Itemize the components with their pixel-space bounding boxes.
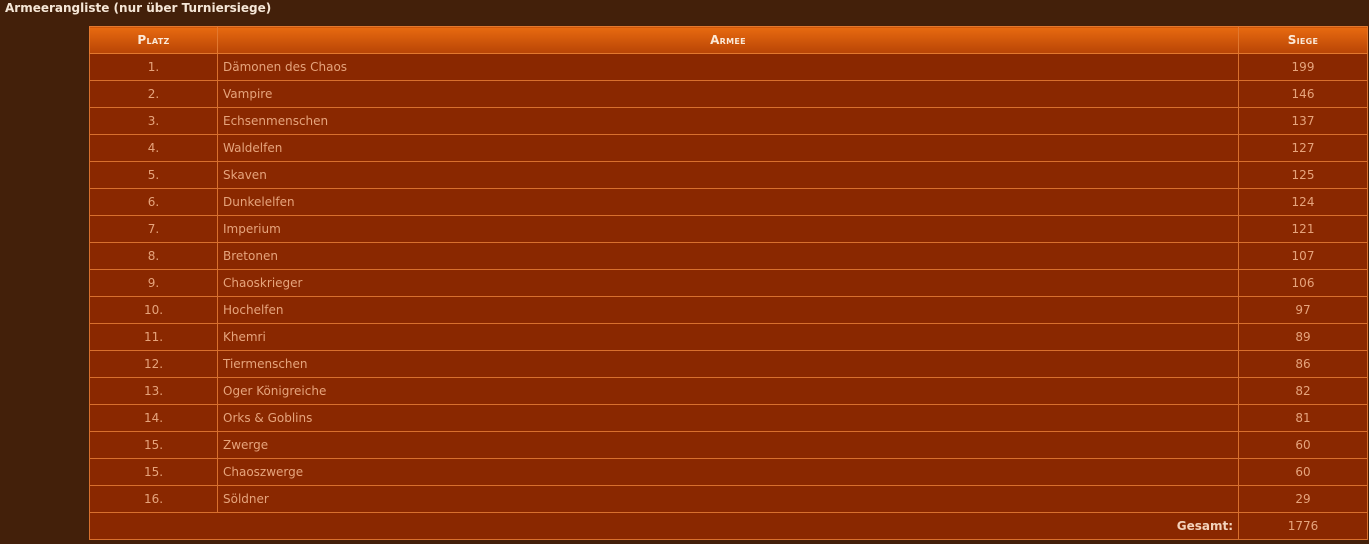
army-cell: Chaoszwerge (217, 458, 1239, 486)
army-cell: Söldner (217, 485, 1239, 513)
wins-cell: 146 (1238, 80, 1368, 108)
rank-cell: 8. (89, 242, 218, 270)
army-cell: Imperium (217, 215, 1239, 243)
army-cell: Dunkelelfen (217, 188, 1239, 216)
wins-cell: 106 (1238, 269, 1368, 297)
table-row: 13. Oger Königreiche 82 (89, 377, 1368, 405)
rank-cell: 1. (89, 53, 218, 81)
rank-cell: 9. (89, 269, 218, 297)
table-row: 1. Dämonen des Chaos 199 (89, 53, 1368, 81)
army-ranking-table: Platz Armee Siege 1. Dämonen des Chaos 199… (89, 26, 1368, 540)
rank-cell: 5. (89, 161, 218, 189)
table-row: 11. Khemri 89 (89, 323, 1368, 351)
army-cell: Zwerge (217, 431, 1239, 459)
table-row: 12. Tiermenschen 86 (89, 350, 1368, 378)
army-cell: Hochelfen (217, 296, 1239, 324)
wins-cell: 82 (1238, 377, 1368, 405)
rank-cell: 13. (89, 377, 218, 405)
wins-cell: 89 (1238, 323, 1368, 351)
army-cell: Echsenmenschen (217, 107, 1239, 135)
table-row: 15. Chaoszwerge 60 (89, 458, 1368, 486)
rank-cell: 10. (89, 296, 218, 324)
table-row: 15. Zwerge 60 (89, 431, 1368, 459)
table-row: 16. Söldner 29 (89, 485, 1368, 513)
wins-cell: 127 (1238, 134, 1368, 162)
rank-cell: 6. (89, 188, 218, 216)
column-header-army: Armee (217, 26, 1239, 54)
rank-cell: 4. (89, 134, 218, 162)
total-label: Gesamt: (89, 512, 1239, 540)
army-cell: Vampire (217, 80, 1239, 108)
army-cell: Tiermenschen (217, 350, 1239, 378)
wins-cell: 29 (1238, 485, 1368, 513)
wins-cell: 125 (1238, 161, 1368, 189)
table-row: 3. Echsenmenschen 137 (89, 107, 1368, 135)
page-title: Armeerangliste (nur über Turniersiege) (5, 1, 272, 15)
wins-cell: 60 (1238, 431, 1368, 459)
table-row: 4. Waldelfen 127 (89, 134, 1368, 162)
army-cell: Orks & Goblins (217, 404, 1239, 432)
wins-cell: 124 (1238, 188, 1368, 216)
wins-cell: 97 (1238, 296, 1368, 324)
rank-cell: 12. (89, 350, 218, 378)
rank-cell: 2. (89, 80, 218, 108)
wins-cell: 81 (1238, 404, 1368, 432)
rank-cell: 14. (89, 404, 218, 432)
table-row: 2. Vampire 146 (89, 80, 1368, 108)
wins-cell: 121 (1238, 215, 1368, 243)
rank-cell: 3. (89, 107, 218, 135)
army-cell: Bretonen (217, 242, 1239, 270)
table-row: 8. Bretonen 107 (89, 242, 1368, 270)
table-row: 14. Orks & Goblins 81 (89, 404, 1368, 432)
table-row: 9. Chaoskrieger 106 (89, 269, 1368, 297)
army-cell: Oger Königreiche (217, 377, 1239, 405)
table-row: 10. Hochelfen 97 (89, 296, 1368, 324)
wins-cell: 199 (1238, 53, 1368, 81)
army-cell: Khemri (217, 323, 1239, 351)
table-row: 6. Dunkelelfen 124 (89, 188, 1368, 216)
rank-cell: 7. (89, 215, 218, 243)
column-header-rank: Platz (89, 26, 218, 54)
table-row: 5. Skaven 125 (89, 161, 1368, 189)
rank-cell: 11. (89, 323, 218, 351)
rank-cell: 16. (89, 485, 218, 513)
wins-cell: 60 (1238, 458, 1368, 486)
table-row: 7. Imperium 121 (89, 215, 1368, 243)
total-value: 1776 (1238, 512, 1368, 540)
army-cell: Skaven (217, 161, 1239, 189)
wins-cell: 137 (1238, 107, 1368, 135)
total-row: Gesamt: 1776 (89, 512, 1368, 540)
wins-cell: 86 (1238, 350, 1368, 378)
table-header: Platz Armee Siege (89, 26, 1368, 54)
army-cell: Chaoskrieger (217, 269, 1239, 297)
army-cell: Dämonen des Chaos (217, 53, 1239, 81)
wins-cell: 107 (1238, 242, 1368, 270)
rank-cell: 15. (89, 458, 218, 486)
column-header-wins: Siege (1238, 26, 1368, 54)
rank-cell: 15. (89, 431, 218, 459)
army-cell: Waldelfen (217, 134, 1239, 162)
